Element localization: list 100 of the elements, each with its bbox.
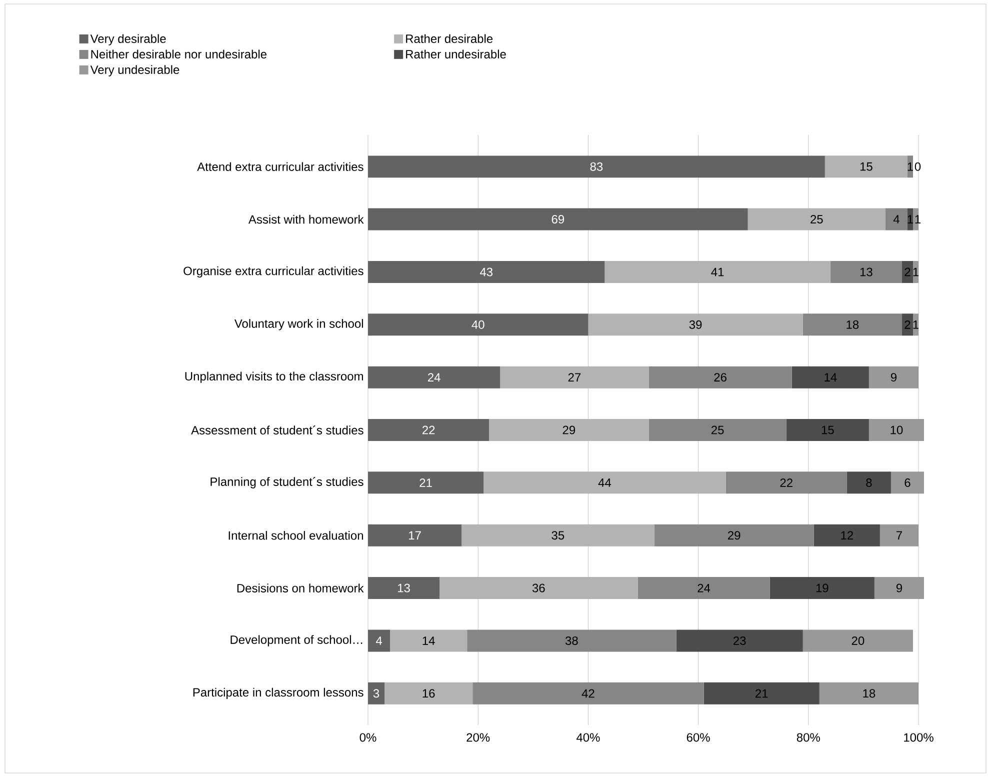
- legend-label: Very desirable: [90, 34, 166, 46]
- bar: [792, 366, 869, 388]
- bar: [368, 472, 484, 494]
- data-label: 27: [568, 373, 581, 382]
- bar: [489, 419, 649, 442]
- data-label: 39: [689, 320, 702, 329]
- bar: [770, 577, 874, 600]
- bar: [885, 208, 908, 230]
- bar: [368, 682, 385, 704]
- bar: [648, 419, 786, 442]
- legend-label: Neither desirable nor undesirable: [91, 50, 266, 58]
- bar: [726, 472, 847, 494]
- y-tick-label: Assessment of student´s studies: [191, 426, 364, 434]
- data-label: 40: [472, 320, 484, 329]
- x-tick-label: 20%: [466, 733, 490, 742]
- y-tick-label: Attend extra curricular activities: [197, 162, 364, 172]
- bar: [368, 419, 490, 442]
- data-label: 7: [896, 531, 902, 540]
- data-label: 25: [810, 215, 823, 224]
- data-label: 2: [904, 320, 910, 329]
- bar: [588, 314, 803, 336]
- data-label: 35: [552, 531, 564, 540]
- data-label: 20: [852, 636, 864, 645]
- bar: [368, 577, 440, 600]
- data-label: 12: [841, 531, 854, 540]
- data-label: 26: [714, 373, 726, 382]
- bar: [368, 630, 390, 652]
- bar: [604, 260, 830, 283]
- legend-label: Rather undesirable: [406, 50, 506, 58]
- data-label: 41: [711, 268, 724, 276]
- data-label: 14: [824, 373, 837, 382]
- bar: [368, 366, 500, 388]
- data-label: 2: [904, 268, 910, 276]
- bar: [868, 419, 924, 442]
- bar: [902, 260, 913, 283]
- data-label: 16: [422, 689, 435, 698]
- data-label: 44: [598, 478, 612, 487]
- data-label: 22: [780, 478, 792, 487]
- bar: [704, 682, 820, 704]
- bar: [462, 524, 654, 546]
- data-label: 3: [373, 689, 380, 698]
- bar: [654, 524, 814, 546]
- data-label: 9: [896, 584, 902, 592]
- data-label: 38: [565, 636, 578, 645]
- data-label: 43: [480, 268, 493, 276]
- y-tick-label: Participate in classroom lessons: [193, 688, 364, 699]
- bar: [648, 366, 792, 388]
- y-tick-label: Desisions on homework: [237, 584, 364, 592]
- data-label: 69: [552, 215, 564, 224]
- data-label: 13: [398, 584, 410, 592]
- y-tick-label: Internal school evaluation: [228, 530, 363, 540]
- legend-label: Very undesirable: [90, 65, 180, 76]
- bar: [368, 208, 748, 230]
- data-label: 13: [860, 268, 872, 276]
- data-label: 1: [908, 162, 913, 171]
- y-tick-label: Organise extra curricular activities: [184, 266, 364, 278]
- bar: [368, 156, 825, 178]
- data-label: 18: [846, 320, 859, 329]
- x-tick-label: 40%: [576, 733, 600, 742]
- bar: [368, 260, 605, 283]
- data-label: 19: [816, 584, 828, 592]
- data-label: 14: [422, 636, 435, 645]
- data-label: 22: [422, 426, 435, 434]
- data-label: 29: [562, 426, 576, 434]
- bar: [902, 314, 913, 336]
- data-label: 21: [420, 478, 432, 487]
- data-label: 15: [860, 162, 872, 171]
- y-tick-label: Assist with homework: [248, 214, 364, 224]
- y-tick-label: Planning of student´s studies: [210, 477, 364, 488]
- data-label: 42: [582, 689, 594, 698]
- x-tick-label: 100%: [904, 733, 934, 742]
- data-label: 23: [734, 636, 746, 645]
- bar: [472, 682, 704, 704]
- data-label: 83: [590, 162, 603, 171]
- bar: [868, 366, 918, 388]
- data-label: 10: [890, 426, 903, 434]
- bar: [484, 472, 726, 494]
- data-label: 17: [409, 531, 421, 540]
- bar: [500, 366, 649, 388]
- bar: [368, 524, 462, 546]
- data-label: 9: [890, 373, 896, 382]
- data-label: 0: [914, 162, 921, 171]
- data-label: 1: [913, 268, 918, 276]
- data-label: 18: [863, 689, 876, 698]
- data-label: 36: [532, 584, 545, 592]
- data-label: 24: [428, 373, 440, 382]
- bar: [802, 630, 913, 652]
- bar: [676, 630, 803, 652]
- data-label: 21: [756, 689, 768, 698]
- bar: [814, 524, 880, 546]
- x-tick-label: 0%: [360, 733, 376, 742]
- data-label: 1: [913, 320, 918, 329]
- data-label: 6: [904, 478, 910, 487]
- data-label: 29: [728, 531, 740, 540]
- data-label: 1: [908, 215, 913, 224]
- data-label: 4: [376, 636, 382, 645]
- bar: [368, 314, 588, 336]
- bar: [874, 577, 924, 600]
- bar: [824, 156, 908, 178]
- bar: [907, 156, 913, 178]
